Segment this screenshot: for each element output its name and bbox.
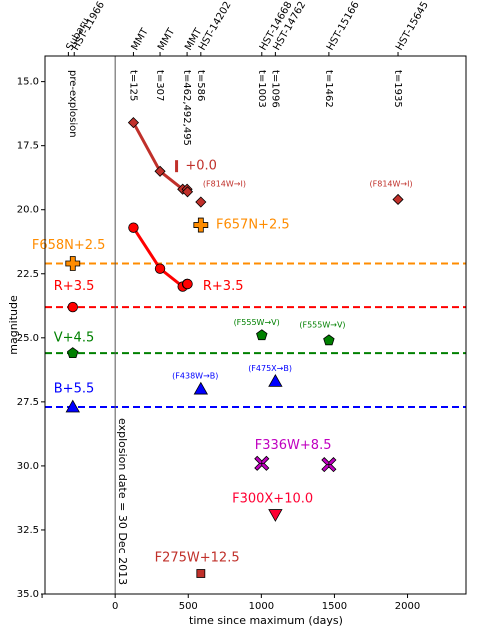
data-point [128,222,139,233]
y-tick-label: 17.5 [17,141,39,152]
series-V [67,329,335,359]
y-tick-label: 35.0 [17,589,39,600]
x-tick-label: 2000 [395,601,420,612]
x-tick-label: 1000 [249,601,274,612]
data-point [193,381,209,395]
annotation-label: B+5.5 [54,382,94,397]
annotation-label: (F555W→V) [234,318,280,327]
epoch-label: t=1003 [256,70,267,108]
annotation-label: F336W+8.5 [255,438,332,453]
data-point [154,263,166,274]
data-point [65,256,81,271]
annotation-label: F658N+2.5 [32,238,106,253]
y-tick-label: 25.0 [17,333,39,344]
data-point [256,329,268,341]
series-F300X [268,509,283,522]
x-axis-label: time since maximum (days) [189,614,343,627]
annotation-label: (F475X→B) [248,364,292,373]
annotation-label: V+4.5 [54,330,94,345]
series-R [128,222,193,292]
annotation-label: R+3.5 [54,279,95,294]
annotation-label: F275W+12.5 [155,551,240,566]
x-tick-label: 1500 [322,601,347,612]
epoch-label: t=1462 [323,70,334,108]
top-epoch-label: HST-15645 [394,0,431,52]
top-epoch-label: HST-14202 [197,0,234,52]
epoch-label: t=125 [127,70,138,101]
series-R [67,301,78,313]
data-point [254,455,270,471]
x-tick-label: 0 [112,601,118,612]
data-point [195,196,207,208]
reference-lines [45,262,466,408]
data-point [268,509,283,522]
series-F658N [65,256,81,271]
series-line [132,226,188,289]
data-point [154,165,166,177]
annotations: +0.0 (F814W→I) (F814W→I) F657N+2.5 F658N+2.5… [32,159,413,566]
explosion-marker: explosion date = 30 Dec 2013 [114,56,129,594]
series-I [195,193,404,208]
annotation-label: F300X+10.0 [232,492,313,507]
top-epoch-label: HST-15166 [325,0,362,52]
data-point [181,186,194,198]
epoch-label: t=586 [195,70,206,101]
annotation-label: (F438W→B) [172,372,218,381]
data-point [182,278,193,290]
series-line [132,121,190,193]
data-point [67,347,79,359]
epoch-label: pre-explosion [67,70,78,138]
data-point [65,399,80,413]
y-tick-label: 15.0 [17,77,39,88]
annotation-label: (F814W→I) [370,180,413,189]
data-series [65,117,404,578]
data-point [268,374,283,387]
annotation-label: F657N+2.5 [216,218,290,233]
data-point [321,457,337,473]
data-point [127,117,140,129]
epoch-label: t=1935 [392,70,403,108]
y-tick-label: 27.5 [17,397,39,408]
y-tick-label: 30.0 [17,461,39,472]
data-point [67,301,78,313]
x-tick-label: 500 [179,601,198,612]
series-F275W [196,569,206,578]
offset-marker [175,160,179,173]
annotation-label: (F814W→I) [203,180,246,189]
axes: 0 500 1000 1500 2000 15.0 17.5 20.0 22.5 25.0 27.5… [17,55,467,612]
top-epoch-label: MMT [156,26,178,53]
epoch-labels: pre-explosion t=125 t=307 t=462,492,495 t=58… [64,0,430,146]
annotation-label: (F555W→V) [299,321,345,330]
series-F336W [254,455,337,473]
annotation-label: R+3.5 [203,279,244,294]
data-point [392,193,404,206]
plot-frame [44,55,467,595]
series-I [127,117,194,198]
explosion-label: explosion date = 30 Dec 2013 [116,418,129,585]
y-tick-label: 32.5 [17,525,39,536]
y-tick-label: 20.0 [17,205,39,216]
epoch-label: t=307 [154,70,165,101]
top-epoch-label: MMT [130,26,152,53]
epoch-label: t=462,492,495 [181,70,192,146]
annotation-label: +0.0 [185,159,217,174]
series-F657N [193,217,209,233]
series-B [65,374,283,413]
data-point [323,334,335,346]
data-point [193,217,209,233]
epoch-label: t=1096 [269,70,280,108]
y-tick-label: 22.5 [17,269,39,280]
y-axis-label: magnitude [7,295,20,355]
data-point [196,569,206,578]
